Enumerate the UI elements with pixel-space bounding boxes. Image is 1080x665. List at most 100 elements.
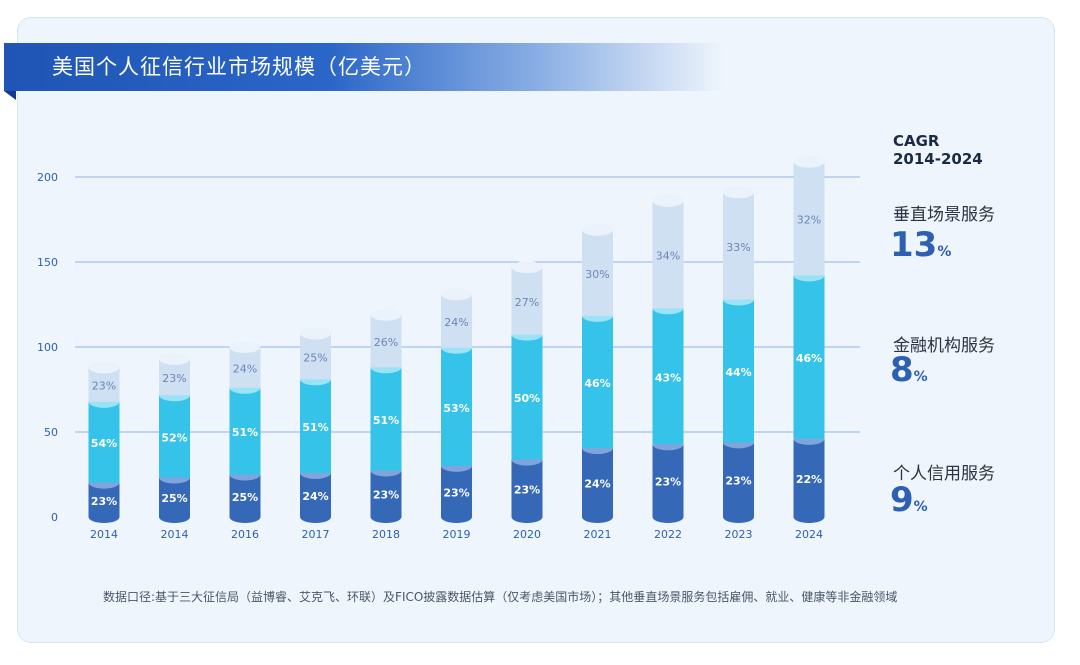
y-tick-label: 200 bbox=[37, 171, 58, 184]
y-tick-label: 50 bbox=[44, 426, 58, 439]
data-label: 53% bbox=[443, 402, 469, 415]
y-tick-label: 150 bbox=[37, 256, 58, 269]
title-banner bbox=[4, 43, 724, 91]
data-label: 44% bbox=[725, 366, 751, 379]
bar-segment bbox=[511, 459, 543, 517]
data-label: 32% bbox=[797, 214, 821, 227]
data-label: 23% bbox=[725, 475, 751, 488]
bar-segment-top bbox=[652, 194, 684, 207]
bar-base bbox=[652, 511, 684, 523]
cagr-value-personal: 9% bbox=[890, 480, 928, 520]
data-label: 54% bbox=[91, 437, 117, 450]
bar-base bbox=[159, 511, 190, 523]
cagr-heading: CAGR 2014-2024 bbox=[893, 132, 983, 168]
data-label: 23% bbox=[443, 486, 469, 499]
data-label: 33% bbox=[726, 241, 750, 254]
x-tick-label: 2019 bbox=[443, 528, 471, 541]
bar-segment bbox=[88, 401, 120, 483]
data-label: 30% bbox=[585, 268, 609, 281]
data-label: 25% bbox=[303, 351, 327, 364]
bar-segment bbox=[793, 438, 825, 517]
bar-segment bbox=[441, 347, 472, 466]
x-tick-label: 2023 bbox=[725, 528, 753, 541]
data-label: 50% bbox=[514, 392, 540, 405]
data-label: 51% bbox=[373, 414, 399, 427]
cagr-value-vertical-unit: % bbox=[937, 244, 952, 260]
bar-segment bbox=[159, 477, 190, 517]
bar-segment bbox=[723, 442, 754, 517]
data-label: 23% bbox=[92, 380, 116, 393]
bar-segment bbox=[652, 308, 684, 445]
data-label: 51% bbox=[302, 421, 328, 434]
bar-base bbox=[723, 511, 754, 523]
bar-segment bbox=[793, 161, 825, 276]
bar-segment bbox=[300, 379, 331, 473]
data-label: 23% bbox=[91, 495, 117, 508]
cagr-value-vertical-number: 13 bbox=[890, 225, 938, 265]
bar-base bbox=[300, 511, 331, 523]
bar-segment bbox=[511, 334, 543, 460]
cagr-value-financial-unit: % bbox=[913, 369, 928, 385]
bar-base bbox=[441, 511, 472, 523]
data-label: 43% bbox=[655, 371, 681, 384]
bar-segment bbox=[159, 358, 190, 396]
data-label: 22% bbox=[796, 473, 822, 486]
y-tick-label: 0 bbox=[51, 511, 58, 524]
cagr-label-personal: 个人信用服务 bbox=[893, 464, 995, 484]
bar-segment bbox=[441, 294, 472, 348]
bar-segment bbox=[370, 367, 402, 471]
bar-base bbox=[229, 511, 261, 523]
data-label: 34% bbox=[656, 250, 680, 263]
bar-segment bbox=[511, 267, 543, 335]
x-tick-label: 2024 bbox=[795, 528, 823, 541]
cagr-value-financial-number: 8 bbox=[890, 350, 914, 390]
data-label: 25% bbox=[232, 491, 258, 504]
x-tick-label: 2016 bbox=[231, 528, 259, 541]
bar-segment bbox=[723, 299, 754, 443]
chart-title: 美国个人征信行业市场规模（亿美元） bbox=[52, 55, 426, 79]
x-tick-label: 2022 bbox=[654, 528, 682, 541]
bar-segment bbox=[229, 474, 261, 517]
data-label: 23% bbox=[373, 489, 399, 502]
data-label: 51% bbox=[232, 426, 258, 439]
bar-base bbox=[582, 511, 613, 523]
bar-segment bbox=[300, 333, 331, 380]
bar-segment bbox=[300, 472, 331, 517]
bar-segment bbox=[582, 315, 613, 449]
bar-segment-top bbox=[582, 223, 613, 236]
bar-segment bbox=[370, 314, 402, 368]
data-label: 46% bbox=[584, 377, 610, 390]
data-label: 24% bbox=[233, 362, 257, 375]
data-label: 24% bbox=[444, 316, 468, 329]
cagr-label-financial: 金融机构服务 bbox=[893, 336, 995, 356]
cagr-value-personal-unit: % bbox=[913, 499, 928, 515]
bar-base bbox=[511, 511, 543, 523]
bar-segment-top bbox=[511, 261, 543, 274]
x-tick-label: 2017 bbox=[302, 528, 330, 541]
bar-base bbox=[370, 511, 402, 523]
data-label: 25% bbox=[161, 492, 187, 505]
bar-segment bbox=[159, 395, 190, 478]
bar-base bbox=[88, 511, 120, 523]
bar-base bbox=[793, 511, 825, 523]
x-tick-label: 2014 bbox=[90, 528, 118, 541]
data-label: 52% bbox=[161, 431, 187, 444]
data-label: 23% bbox=[655, 476, 681, 489]
bar-segment bbox=[582, 448, 613, 517]
x-tick-label: 2020 bbox=[513, 528, 541, 541]
data-label: 24% bbox=[584, 478, 610, 491]
bar-segment-top bbox=[159, 352, 190, 365]
bar-segment bbox=[793, 275, 825, 439]
bar-segment bbox=[370, 470, 402, 517]
bar-segment bbox=[229, 387, 261, 475]
bar-segment bbox=[441, 465, 472, 517]
x-tick-label: 2018 bbox=[372, 528, 400, 541]
data-label: 24% bbox=[302, 490, 328, 503]
x-tick-label: 2021 bbox=[584, 528, 612, 541]
cagr-value-vertical: 13% bbox=[890, 225, 951, 265]
bar-segment bbox=[652, 200, 684, 309]
bar-segment bbox=[582, 229, 613, 316]
bar-segment-top bbox=[793, 155, 825, 168]
cagr-heading-line1: CAGR bbox=[893, 132, 940, 150]
